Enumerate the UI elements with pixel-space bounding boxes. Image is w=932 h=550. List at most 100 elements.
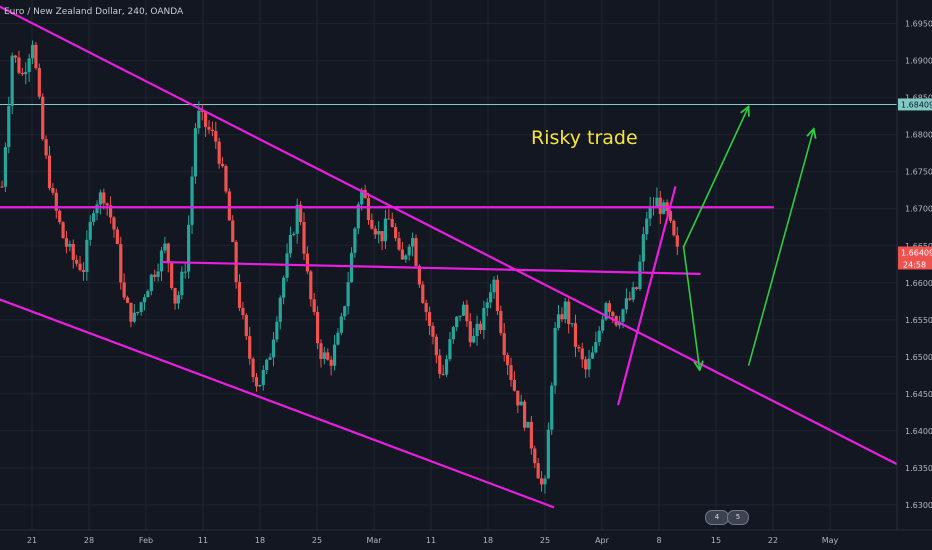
time-tick-label: Mar bbox=[366, 536, 382, 545]
candle-up bbox=[27, 58, 31, 72]
candle-up bbox=[295, 204, 299, 234]
candle-down bbox=[326, 352, 330, 360]
price-tick-label: 1.68000 bbox=[905, 131, 932, 140]
candle-up bbox=[159, 250, 164, 272]
candle-down bbox=[607, 303, 612, 312]
candle-up bbox=[451, 327, 455, 340]
price-tick-label: 1.68500 bbox=[905, 94, 932, 103]
candle-down bbox=[153, 274, 157, 277]
candle-down bbox=[319, 343, 323, 359]
candle-up bbox=[142, 297, 147, 303]
candle-down bbox=[658, 197, 662, 214]
candle-up bbox=[187, 224, 191, 272]
candle-down bbox=[75, 259, 79, 264]
time-tick-label: 15 bbox=[711, 536, 721, 545]
news-event-icon[interactable]: 5 bbox=[727, 510, 749, 525]
candle-up bbox=[332, 344, 337, 366]
chart-grid bbox=[0, 0, 897, 530]
candle-up bbox=[271, 339, 276, 358]
candle-down bbox=[44, 139, 48, 156]
candle-down bbox=[516, 390, 520, 406]
price-tick-label: 1.66000 bbox=[905, 279, 932, 288]
candle-down bbox=[668, 211, 673, 221]
candle-up bbox=[407, 246, 411, 256]
candle-up bbox=[258, 384, 262, 387]
price-tick-label: 1.64000 bbox=[905, 427, 932, 436]
candle-down bbox=[122, 282, 126, 298]
candle-down bbox=[373, 228, 377, 235]
candle-up bbox=[590, 352, 595, 359]
time-tick-label: 11 bbox=[426, 536, 436, 545]
candle-up bbox=[448, 339, 452, 360]
candle-up bbox=[275, 321, 279, 340]
candle-down bbox=[41, 96, 45, 140]
candle-up bbox=[455, 316, 459, 328]
candle-down bbox=[61, 222, 65, 239]
drawing-trendlines[interactable] bbox=[0, 0, 913, 509]
candle-down bbox=[54, 192, 58, 211]
candle-down bbox=[390, 219, 394, 227]
candle-up bbox=[183, 271, 187, 273]
candle-down bbox=[119, 244, 123, 283]
risky-trade-annotation[interactable]: Risky trade bbox=[531, 127, 638, 149]
time-tick-label: May bbox=[822, 536, 839, 545]
candle-down bbox=[214, 131, 218, 142]
candle-up bbox=[458, 315, 462, 317]
candle-down bbox=[536, 463, 540, 479]
candle-down bbox=[227, 191, 231, 221]
candle-down bbox=[71, 243, 75, 260]
candle-down bbox=[478, 323, 483, 331]
projection-arrows[interactable] bbox=[682, 107, 813, 371]
candle-up bbox=[482, 308, 486, 331]
candle-up bbox=[601, 319, 605, 331]
candle-up bbox=[472, 336, 476, 343]
candle-up bbox=[190, 176, 194, 225]
news-event-icon[interactable]: 4 bbox=[705, 510, 729, 525]
candle-down bbox=[248, 336, 252, 359]
candle-up bbox=[282, 277, 286, 298]
candle-up bbox=[519, 401, 523, 406]
candle-down bbox=[302, 221, 306, 254]
candle-up bbox=[597, 330, 601, 342]
candle-up bbox=[7, 105, 11, 148]
candle-up bbox=[526, 421, 530, 428]
candle-up bbox=[349, 252, 354, 283]
candle-up bbox=[383, 218, 388, 242]
candle-up bbox=[404, 255, 408, 260]
candle-up bbox=[563, 301, 567, 320]
time-axis[interactable]: 21 28 Feb 11 18 25 Mar 11 18 25 Apr 8 15 22 May bbox=[0, 529, 932, 550]
time-tick-label: 11 bbox=[198, 536, 208, 545]
level-price-tag-text: 1.68409 bbox=[901, 100, 932, 109]
candle-down bbox=[51, 187, 55, 193]
candle-down bbox=[394, 226, 398, 239]
candle-up bbox=[197, 110, 201, 129]
candle-down bbox=[20, 72, 24, 75]
time-tick-label: Apr bbox=[595, 536, 610, 545]
price-axis[interactable]: 1.69500 1.69000 1.68500 1.68000 1.67500 1.670… bbox=[896, 0, 932, 550]
candle-down bbox=[305, 253, 310, 272]
candle-down bbox=[173, 287, 177, 304]
candle-down bbox=[506, 354, 510, 366]
candle-up bbox=[550, 385, 554, 430]
candle-up bbox=[10, 55, 14, 106]
candle-down bbox=[309, 271, 313, 300]
candle-up bbox=[631, 287, 635, 300]
candle-down bbox=[170, 263, 174, 288]
candle-up bbox=[92, 213, 96, 222]
candle-up bbox=[587, 358, 591, 370]
candle-up bbox=[292, 233, 296, 236]
candle-down bbox=[509, 365, 513, 381]
candle-up bbox=[146, 291, 150, 298]
candle-down bbox=[81, 270, 86, 272]
candle-down bbox=[434, 336, 438, 356]
price-tick-label: 1.63000 bbox=[905, 501, 932, 510]
candle-up bbox=[85, 239, 89, 272]
candle-down bbox=[567, 301, 571, 324]
candle-down bbox=[573, 323, 578, 347]
candle-up bbox=[485, 302, 489, 309]
candle-up bbox=[353, 228, 357, 253]
candle-down bbox=[210, 129, 214, 132]
candle-down bbox=[115, 229, 119, 245]
trendline bbox=[0, 298, 555, 509]
